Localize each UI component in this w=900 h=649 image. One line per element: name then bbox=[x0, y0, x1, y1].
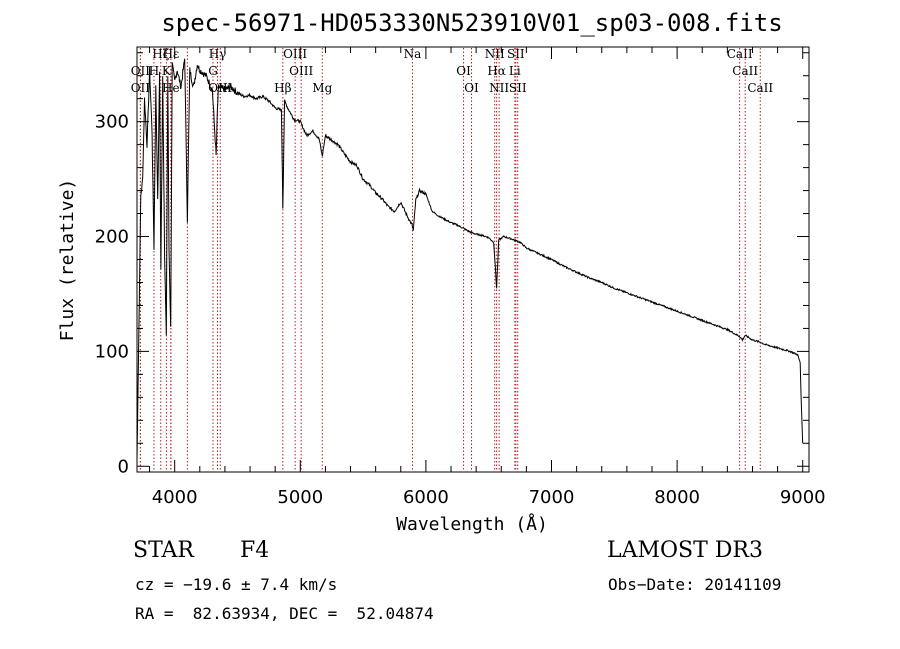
line-marker-label-19: Hα bbox=[487, 64, 506, 78]
observation-date: Obs−Date: 20141109 bbox=[608, 575, 782, 594]
line-marker-label-22: Li bbox=[509, 64, 521, 78]
line-marker-label-20: NII bbox=[489, 81, 509, 95]
x-axis-label: Wavelength (Å) bbox=[396, 513, 548, 535]
x-tick-label-5: 9000 bbox=[780, 487, 826, 508]
spectrum-line bbox=[136, 58, 804, 461]
x-tick-label-2: 6000 bbox=[403, 487, 449, 508]
line-marker-label-18: NII bbox=[485, 47, 505, 61]
line-marker-label-8: OIII bbox=[208, 81, 232, 95]
spectral-subclass: F4 bbox=[240, 538, 270, 563]
line-marker-label-9: Hγ bbox=[209, 47, 227, 61]
line-marker-label-26: CaII bbox=[747, 81, 773, 95]
line-marker-label-21: SII bbox=[507, 47, 525, 61]
y-axis-label: Flux (relative) bbox=[57, 179, 78, 342]
chart-title: spec-56971-HD053330N523910V01_sp03-008.f… bbox=[161, 9, 782, 37]
line-marker-label-24: CaII bbox=[727, 47, 753, 61]
line-marker-label-7: H bbox=[149, 64, 159, 78]
line-marker-label-14: Mg bbox=[312, 81, 332, 95]
line-marker-label-25: CaII bbox=[732, 64, 758, 78]
y-tick-label-0: 0 bbox=[118, 456, 129, 477]
line-marker-label-1: K bbox=[162, 64, 172, 78]
line-marker-label-23: SII bbox=[509, 81, 527, 95]
redshift-cz: cz = −19.6 ± 7.4 km/s bbox=[135, 575, 338, 594]
spectrum-series bbox=[136, 58, 804, 461]
line-marker-label-6: Hε bbox=[163, 47, 180, 61]
y-tick-label-2: 200 bbox=[95, 227, 129, 248]
line-marker-label-11: Hβ bbox=[274, 81, 291, 95]
x-tick-label-3: 7000 bbox=[529, 487, 575, 508]
object-class: STAR bbox=[133, 538, 194, 563]
axes: 4000 5000 6000 7000 8000 9000 0 100 200 300 bbox=[95, 47, 826, 508]
line-marker-label-5: OII bbox=[131, 81, 151, 95]
x-tick-label-4: 8000 bbox=[654, 487, 700, 508]
line-marker-label-12: OIII bbox=[283, 47, 307, 61]
x-tick-label-0: 4000 bbox=[152, 487, 198, 508]
survey-name: LAMOST DR3 bbox=[607, 538, 763, 563]
y-tick-label-1: 100 bbox=[95, 341, 129, 362]
line-marker-label-4: OII bbox=[131, 64, 151, 78]
plot-frame bbox=[136, 46, 810, 473]
line-marker-label-15: Na bbox=[404, 47, 422, 61]
line-marker-label-17: OI bbox=[464, 81, 479, 95]
line-markers: KHeHζOIIOIIHεHOIIIHγGHβOIIIOIIIMgNaOIOIN… bbox=[131, 47, 773, 471]
y-tick-label-3: 300 bbox=[95, 112, 129, 133]
x-tick-label-1: 5000 bbox=[277, 487, 323, 508]
line-marker-label-10: G bbox=[208, 64, 218, 78]
line-marker-label-13: OIII bbox=[289, 64, 313, 78]
ra-dec: RA = 82.63934, DEC = 52.04874 bbox=[135, 604, 434, 623]
line-marker-label-3: Hζ bbox=[152, 47, 169, 61]
line-marker-label-16: OI bbox=[456, 64, 471, 78]
